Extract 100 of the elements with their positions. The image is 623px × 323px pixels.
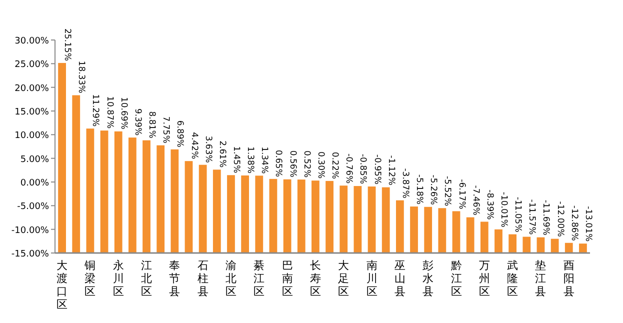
bar	[424, 206, 432, 253]
bar	[86, 128, 94, 253]
bar	[564, 242, 573, 253]
y-tick-label: -10.00%	[11, 226, 50, 236]
data-label: 7.75%	[160, 116, 171, 144]
data-label: -3.87%	[400, 168, 410, 198]
data-label: -12.00%	[554, 201, 565, 237]
bar	[128, 138, 136, 253]
data-label: -0.76%	[344, 154, 354, 184]
bar	[198, 164, 207, 253]
bar	[396, 200, 404, 253]
bar	[340, 186, 348, 253]
bar	[494, 229, 502, 253]
x-tick-label: 长寿区	[310, 259, 321, 298]
bar	[452, 211, 460, 253]
y-tick-label: 10.00%	[14, 131, 50, 142]
x-tick-label: 奉节县	[169, 259, 180, 298]
data-label: -6.17%	[456, 179, 466, 210]
x-tick-label: 江北区	[141, 259, 152, 298]
y-tick-label: 15.00%	[14, 108, 50, 118]
data-label: -1.12%	[386, 155, 396, 186]
y-tick-label: -5.00%	[17, 202, 50, 212]
data-label: 1.45%	[230, 146, 241, 174]
x-tick-label: 垫江县	[535, 259, 546, 298]
data-label: -8.39%	[484, 190, 494, 220]
data-label: 1.34%	[259, 146, 270, 174]
bar	[326, 180, 334, 253]
x-tick-label: 彭水县	[422, 259, 434, 298]
data-label: -11.57%	[526, 199, 537, 235]
x-tick-label: 石柱县	[197, 259, 208, 298]
bar	[255, 176, 264, 253]
bar	[297, 180, 306, 253]
data-label: 8.81%	[146, 111, 157, 138]
data-label: -5.26%	[428, 174, 438, 205]
data-label: 9.39%	[132, 108, 142, 136]
data-label: 6.89%	[174, 120, 185, 148]
x-tick-label: 万州区	[478, 259, 490, 298]
data-label: 1.38%	[245, 146, 256, 174]
x-tick-label: 永川区	[112, 259, 124, 298]
data-label: 3.63%	[202, 136, 213, 163]
bar	[579, 244, 587, 253]
bar	[438, 208, 446, 253]
x-tick-label: 渝北区	[225, 259, 236, 298]
x-tick-label: 黔江区	[450, 259, 462, 298]
bar	[354, 186, 362, 253]
y-tick-label: 0.00%	[20, 178, 50, 188]
data-label: 0.65%	[273, 150, 284, 177]
x-tick-label: 巴南区	[282, 259, 293, 298]
bar	[368, 186, 376, 253]
data-label: -0.95%	[372, 154, 382, 184]
bar	[508, 234, 517, 253]
x-tick-label: 酉阳县	[563, 259, 574, 298]
bar	[480, 222, 488, 253]
data-label: -11.69%	[540, 200, 551, 236]
bar	[522, 236, 531, 253]
x-tick-label: 大渡口区	[56, 259, 68, 311]
bar	[550, 238, 559, 253]
data-label: -7.46%	[470, 185, 480, 216]
data-label: -5.18%	[414, 174, 424, 205]
bar	[410, 206, 418, 253]
x-tick-label: 铜梁区	[84, 259, 96, 298]
data-label: 18.33%	[76, 60, 86, 94]
data-label: -5.52%	[442, 176, 452, 206]
data-label: 10.69%	[118, 96, 128, 130]
bar	[100, 130, 108, 253]
data-label: -0.85%	[358, 154, 368, 184]
bar	[283, 179, 292, 253]
data-label: -11.05%	[512, 196, 523, 232]
bar	[72, 95, 80, 253]
bar	[269, 178, 278, 253]
y-tick-label: 25.00%	[14, 60, 50, 70]
data-label: 11.29%	[90, 94, 100, 127]
data-label: 4.42%	[188, 132, 199, 160]
data-label: 0.22%	[330, 152, 340, 179]
data-label: 10.87%	[104, 96, 114, 129]
data-label: 0.52%	[301, 150, 312, 178]
y-tick-label: 30.00%	[14, 36, 50, 46]
x-tick-label: 南川区	[366, 259, 378, 298]
x-tick-label: 武隆区	[507, 259, 518, 298]
bar	[241, 175, 250, 253]
y-tick-label: -15.00%	[11, 250, 50, 260]
data-label: -12.86%	[568, 205, 579, 241]
bar	[114, 131, 122, 253]
x-tick-label: 大足区	[338, 259, 350, 298]
bar	[212, 170, 221, 253]
y-tick-label: 5.00%	[20, 154, 50, 165]
bar	[536, 237, 545, 253]
data-label: -13.01%	[582, 206, 593, 242]
bar	[170, 149, 179, 253]
data-label: 25.15%	[62, 28, 72, 61]
bar	[466, 217, 474, 253]
bar	[184, 161, 193, 253]
bar	[142, 140, 150, 253]
bar	[382, 187, 390, 253]
bar	[156, 145, 165, 253]
data-label: -10.01%	[498, 192, 508, 228]
bar	[312, 180, 320, 253]
data-label: 2.61%	[216, 140, 227, 168]
y-tick-label: 20.00%	[14, 84, 50, 94]
bar	[58, 62, 66, 253]
